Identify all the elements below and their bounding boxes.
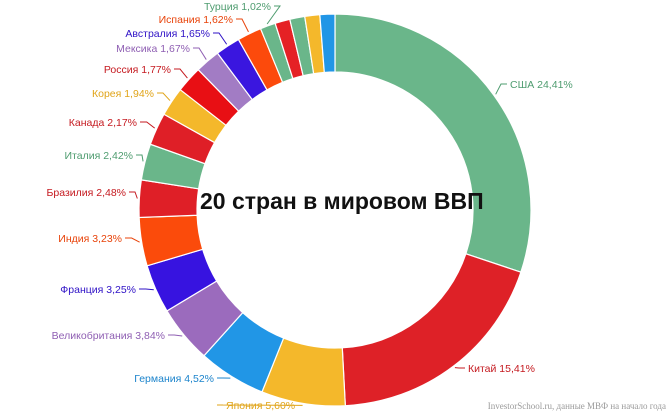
label-турция-1-02: Турция 1,02% <box>204 1 271 13</box>
slice-unlabeled-19 <box>319 13 336 74</box>
label-бразилия-2-48: Бразилия 2,48% <box>47 187 127 199</box>
source-note: InvestorSchool.ru, данные МВФ на начало … <box>487 401 666 411</box>
label-испания-1-62: Испания 1,62% <box>159 14 233 26</box>
leader-россия-1-77 <box>174 68 188 79</box>
slice-китай-15-41 <box>341 253 522 407</box>
label-франция-3-25: Франция 3,25% <box>60 284 136 296</box>
leader-индия-3-23 <box>125 237 140 243</box>
leader-испания-1-62 <box>236 18 249 33</box>
leader-сша-24-41 <box>495 83 507 95</box>
slice-сша-24-41 <box>334 13 532 273</box>
label-япония-5-60: Япония 5,60% <box>226 400 295 412</box>
labels-group: США 24,41% Китай 15,41% Япония 5,60% Герман… <box>47 1 573 412</box>
leader-франция-3-25 <box>139 288 154 291</box>
leader-турция-1-02 <box>266 5 281 25</box>
label-китай-15-41: Китай 15,41% <box>468 363 535 375</box>
leader-канада-2-17 <box>140 121 156 129</box>
chart-title: 20 стран в мировом ВВП <box>200 188 484 214</box>
label-германия-4-52: Германия 4,52% <box>134 373 214 385</box>
leader-бразилия-2-48 <box>129 191 138 199</box>
leader-мексика-1-67 <box>193 47 207 60</box>
leader-lines-group <box>125 5 507 406</box>
slices-group <box>138 13 532 407</box>
label-австралия-1-65: Австралия 1,65% <box>125 28 210 40</box>
label-индия-3-23: Индия 3,23% <box>58 233 122 245</box>
leader-корея-1-94 <box>157 92 171 101</box>
label-россия-1-77: Россия 1,77% <box>104 64 171 76</box>
label-канада-2-17: Канада 2,17% <box>69 117 137 129</box>
leader-австралия-1-65 <box>213 32 228 45</box>
label-великобритания-3-84: Великобритания 3,84% <box>52 330 165 342</box>
label-мексика-1-67: Мексика 1,67% <box>116 43 190 55</box>
label-италия-2-42: Италия 2,42% <box>65 150 133 162</box>
label-корея-1-94: Корея 1,94% <box>92 88 154 100</box>
leader-италия-2-42 <box>136 154 144 162</box>
leader-великобритания-3-84 <box>168 334 183 337</box>
label-сша-24-41: США 24,41% <box>510 79 573 91</box>
